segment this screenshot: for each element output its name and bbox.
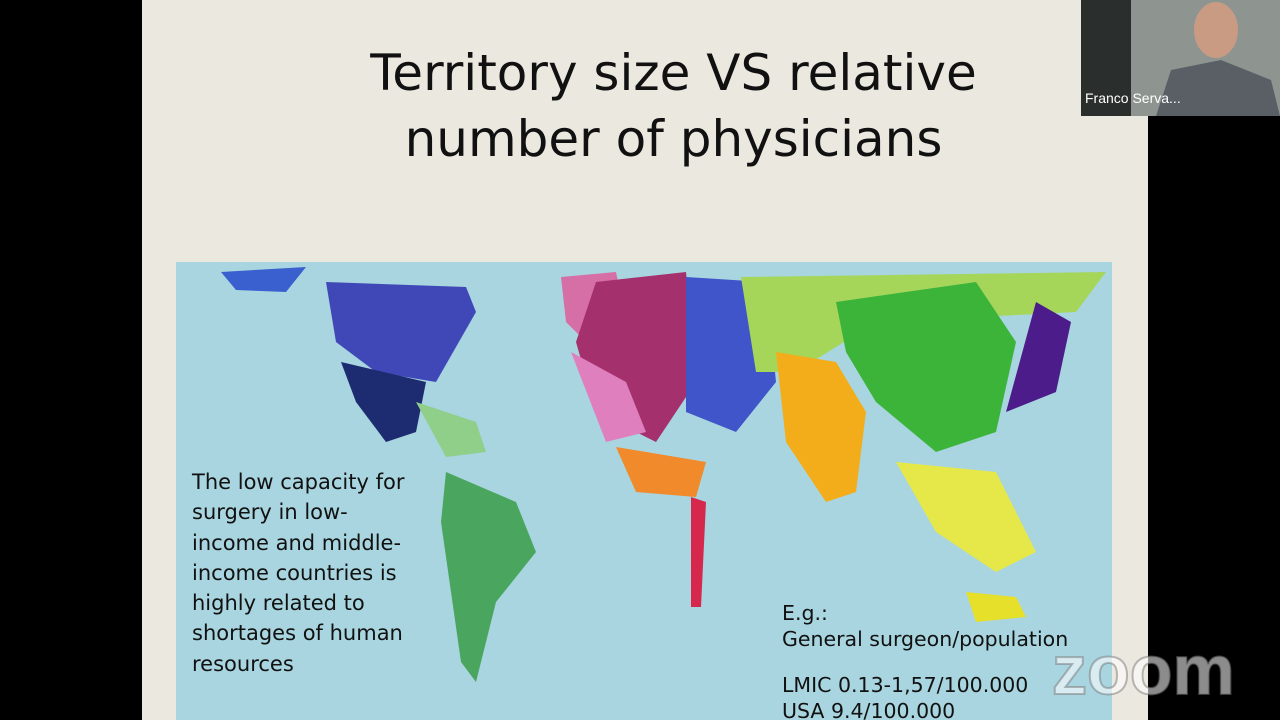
body-line: highly related to xyxy=(192,591,365,616)
russia xyxy=(741,272,1106,372)
japan xyxy=(1006,302,1071,412)
mexico xyxy=(341,362,426,442)
cartogram-map xyxy=(176,262,1112,720)
north-africa xyxy=(616,447,706,497)
background xyxy=(1081,0,1131,116)
body-line: surgery in low- xyxy=(192,500,348,525)
example-line: USA 9.4/100.000 xyxy=(782,699,956,720)
example-line: General surgeon/population xyxy=(782,627,1069,651)
person-head xyxy=(1194,2,1238,58)
southeast-asia xyxy=(896,462,1036,572)
title-line: number of physicians xyxy=(404,110,943,168)
south-america xyxy=(441,472,536,682)
alaska xyxy=(221,267,306,292)
china xyxy=(836,282,1016,452)
participant-name: Franco Serva... xyxy=(1085,90,1181,106)
body-line: income and middle- xyxy=(192,530,402,555)
australia xyxy=(966,592,1026,622)
body-line: The low capacity for xyxy=(192,470,405,494)
slide: Territory size VS relative number of phys… xyxy=(142,0,1148,720)
body-line: income countries is xyxy=(192,560,397,585)
zoom-watermark: zoom xyxy=(1051,630,1236,710)
caribbean xyxy=(416,402,486,457)
example-line: E.g.: xyxy=(782,601,828,625)
iberia xyxy=(571,352,646,442)
example-line: LMIC 0.13-1,57/100.000 xyxy=(782,673,1029,697)
slide-title: Territory size VS relative number of phys… xyxy=(142,40,1148,172)
person-body xyxy=(1156,60,1280,116)
participant-video[interactable]: Franco Serva... xyxy=(1081,0,1280,116)
north-america xyxy=(326,282,476,382)
india xyxy=(776,352,866,502)
body-line: resources xyxy=(192,651,294,676)
body-text: The low capacity for surgery in low-incom… xyxy=(192,467,404,679)
example-text: E.g.: General surgeon/population LMIC 0.13… xyxy=(782,600,1068,720)
south-africa xyxy=(691,497,706,607)
video-frame xyxy=(1081,0,1280,116)
title-line: Territory size VS relative xyxy=(370,44,977,102)
body-line: shortages of human xyxy=(192,621,403,646)
